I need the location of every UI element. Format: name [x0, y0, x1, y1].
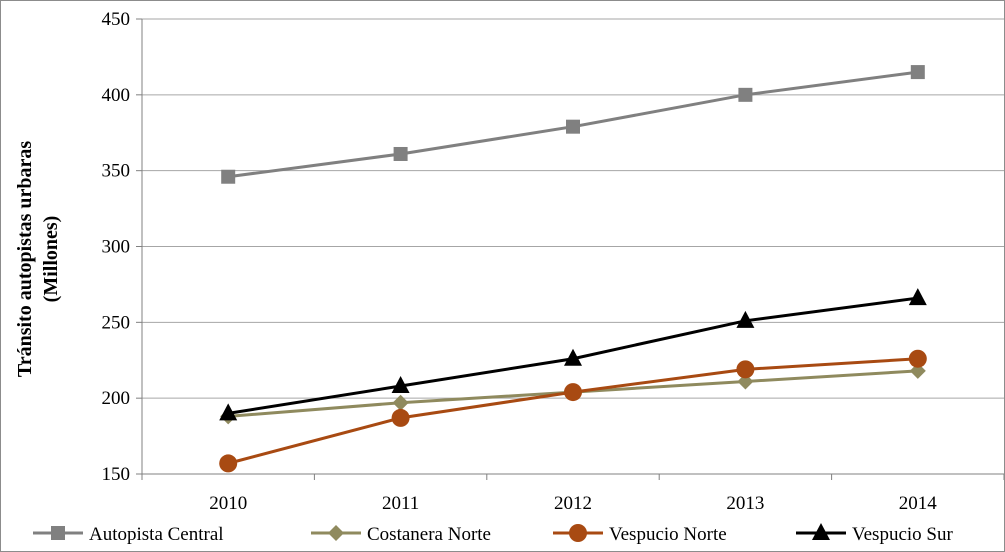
y-tick-label: 250	[102, 312, 131, 333]
data-point-autopista-central	[566, 119, 580, 134]
legend-swatch-marker	[569, 524, 587, 542]
data-point-vespucio-sur	[564, 348, 582, 366]
legend-swatch-marker	[812, 523, 830, 540]
legend-label: Costanera Norte	[367, 524, 491, 545]
data-point-vespucio-norte	[391, 408, 410, 427]
data-point-costanera-norte	[909, 362, 926, 379]
data-point-vespucio-sur	[736, 310, 755, 328]
data-point-vespucio-sur	[219, 403, 238, 421]
series-autopista-central	[221, 65, 925, 184]
data-point-autopista-central	[221, 169, 236, 184]
gridlines	[142, 18, 1004, 399]
legend-label: Autopista Central	[89, 524, 224, 545]
y-tick-label: 450	[102, 9, 131, 30]
x-tick-label: 2012	[554, 493, 592, 514]
data-point-vespucio-norte	[219, 454, 238, 473]
data-point-vespucio-norte	[736, 360, 755, 379]
x-tick-label: 2011	[382, 493, 419, 514]
data-point-vespucio-sur	[391, 376, 410, 394]
legend-item-vespucio-norte: Vespucio Norte	[553, 524, 727, 545]
y-axis-label: Tránsito autopistas urbaras	[14, 141, 36, 378]
axes	[136, 18, 1004, 480]
series-vespucio-sur	[219, 288, 927, 421]
data-point-costanera-norte	[392, 394, 409, 411]
y-tick-label: 300	[102, 237, 131, 258]
y-tick-label: 400	[102, 85, 131, 106]
y-tick-label: 350	[102, 161, 131, 182]
y-tick-label: 200	[102, 388, 131, 409]
x-tick-labels: 2010 2011 2012 2013 2014	[209, 493, 937, 514]
data-point-vespucio-norte	[908, 349, 927, 368]
x-tick-label: 2013	[726, 493, 764, 514]
data-point-costanera-norte	[737, 373, 754, 390]
legend-item-autopista-central: Autopista Central	[33, 524, 224, 545]
series-group	[219, 65, 927, 473]
legend-item-vespucio-sur: Vespucio Sur	[796, 523, 953, 545]
legend-swatch-marker	[51, 526, 65, 540]
y-axis-label-units: (Millones)	[40, 216, 62, 303]
data-point-vespucio-sur	[908, 288, 927, 306]
series-vespucio-norte	[219, 349, 927, 473]
legend: Autopista Central Costanera Norte Vespucio…	[33, 523, 953, 545]
legend-swatch-marker	[328, 525, 344, 541]
y-tick-labels: 150 200 250 300 350 400 450	[102, 9, 131, 485]
x-tick-label: 2014	[899, 493, 938, 514]
y-tick-label: 150	[102, 464, 131, 485]
legend-label: Vespucio Norte	[609, 524, 727, 545]
series-line-vespucio-norte	[227, 357, 918, 465]
data-point-autopista-central	[738, 87, 753, 102]
data-point-autopista-central	[393, 146, 408, 161]
x-tick-label: 2010	[209, 493, 247, 514]
legend-label: Vespucio Sur	[852, 524, 953, 545]
data-point-autopista-central	[910, 65, 925, 80]
data-point-vespucio-norte	[564, 383, 582, 402]
legend-item-costanera-norte: Costanera Norte	[311, 524, 491, 545]
